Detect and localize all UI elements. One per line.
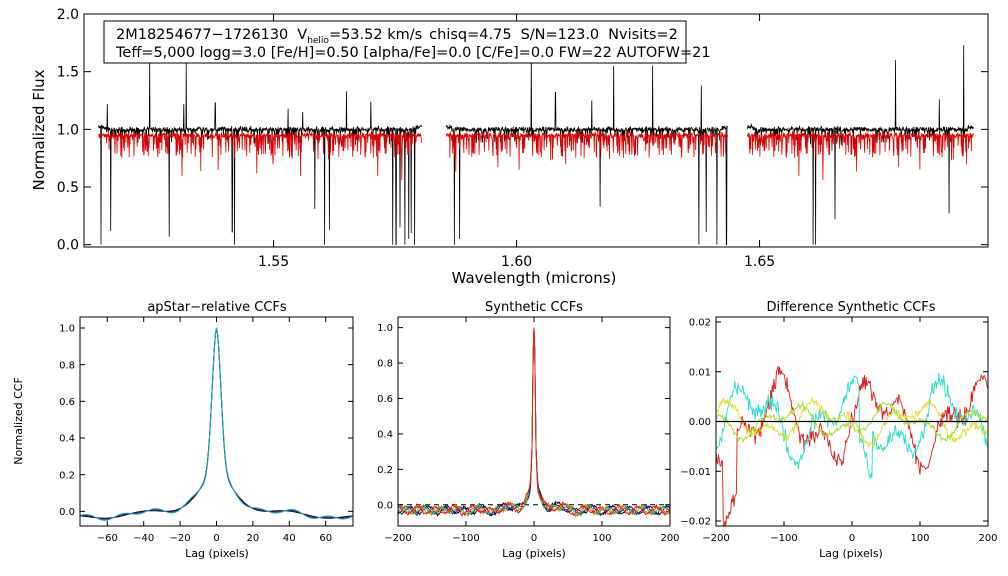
ccf1-xtick-label: 0 [213, 533, 219, 544]
spectrum-ytick-label: 0.5 [57, 180, 79, 196]
nvisits-value: Nvisits=2 [608, 27, 678, 43]
ccf3-xtick-label: −100 [770, 533, 797, 544]
ccf2-ytick-label: 0.6 [377, 394, 393, 405]
ccf3-ytick-label: 0.02 [689, 318, 711, 329]
ccf2-ytick-label: 0.0 [377, 500, 393, 511]
ccf2-axis-ticks: −200 −100 0 100 200 0.0 0.2 0.4 0.6 0.8 1.0 [377, 317, 680, 544]
spectrum-ytick-label: 1.0 [57, 122, 79, 138]
apstar-ccf-panel: apStar−relative CCFs −60 −40 −20 0 20 40 60 0.0… [12, 300, 354, 560]
vhelio-value: =53.52 km/s [329, 27, 422, 43]
ccf3-ytick-label: 0.01 [689, 367, 711, 378]
info-box-frame [103, 20, 687, 64]
ccf2-line-orange [397, 327, 671, 518]
info-line-1: 2M18254677−1726130 Vhelio=53.52 km/s chisq… [116, 27, 678, 46]
ccf1-xtick-label: −40 [133, 533, 154, 544]
ccf2-ytick-label: 0.2 [377, 465, 393, 476]
ccf2-line-black [397, 327, 671, 517]
spectrum-panel: 1.55 1.60 1.65 0.0 0.5 1.0 1.5 2.0 Wavelength (… [30, 7, 989, 287]
ccf1-xtick-label: 60 [319, 533, 332, 544]
ccf1-xtick-label: 40 [283, 533, 296, 544]
info-box: 2M18254677−1726130 Vhelio=53.52 km/s chisq… [103, 20, 711, 64]
ccf3-xtick-label: 100 [910, 533, 929, 544]
model-flux-line-chip-1 [98, 130, 422, 181]
ccf2-line-blue [398, 327, 671, 517]
snr-value: S/N=123.0 [521, 27, 600, 43]
ccf2-xtick-label: −200 [384, 533, 411, 544]
ccf2-xtick-label: 200 [660, 533, 679, 544]
ccf1-xtick-label: −20 [170, 533, 191, 544]
ccf2-ytick-label: 0.4 [377, 429, 393, 440]
vhelio-subscript: helio [307, 36, 329, 46]
model-flux-line-chip-3 [747, 130, 974, 181]
spectrum-ytick-label: 1.5 [57, 65, 79, 81]
ccf2-xlabel: Lag (pixels) [502, 547, 566, 560]
ccf3-ytick-label: −0.02 [680, 517, 711, 528]
ccf1-line-visit-1 [79, 327, 354, 519]
ccf1-ytick-label: 0.0 [59, 507, 75, 518]
ccf3-line-cyan [715, 372, 989, 479]
ccf1-ytick-label: 1.0 [59, 324, 75, 335]
ccf1-ytick-label: 0.8 [59, 360, 75, 371]
ccf3-title: Difference Synthetic CCFs [766, 300, 935, 315]
model-flux-series [98, 130, 974, 181]
ccf3-series-group [715, 366, 989, 527]
ccf2-xtick-label: 0 [531, 533, 537, 544]
spectrum-xtick-label: 1.65 [744, 254, 775, 270]
spectrum-plot-frame [83, 13, 989, 248]
ccf3-xtick-label: 0 [849, 533, 855, 544]
vhelio-prefix: V [297, 27, 307, 43]
ccf2-line-red [397, 327, 671, 517]
ccf2-title: Synthetic CCFs [485, 300, 583, 315]
ccf1-series-group [79, 327, 354, 521]
ccf2-ytick-label: 1.0 [377, 323, 393, 334]
ccf3-ytick-label: 0.00 [689, 417, 711, 428]
ccf2-line-green [397, 327, 671, 517]
ccf1-axis-ticks: −60 −40 −20 0 20 40 60 0.0 0.2 0.4 0.6 0.8 1.0 [59, 317, 353, 544]
ccf2-xtick-label: −100 [452, 533, 479, 544]
spectrum-xtick-label: 1.60 [501, 254, 532, 270]
synthetic-ccf-panel: Synthetic CCFs −200 −100 0 100 200 0.0 0.2 0.4 0… [377, 300, 679, 560]
ccf3-xtick-label: −200 [702, 533, 729, 544]
spectrum-ylabel: Normalized Flux [30, 69, 48, 190]
ccf3-ytick-label: −0.01 [680, 467, 711, 478]
ccf2-series-group [397, 327, 671, 518]
ccf3-line-lime [715, 400, 989, 443]
ccf2-ytick-label: 0.8 [377, 359, 393, 370]
ccf1-line-combined [79, 327, 354, 521]
ccf1-xtick-label: −60 [97, 533, 118, 544]
model-flux-line-chip-2 [445, 130, 729, 172]
ccf3-axis-ticks: −200 −100 0 100 200 −0.02 −0.01 0.00 0.01 0.02 [680, 317, 998, 544]
ccf1-ylabel: Normalized CCF [12, 377, 25, 465]
spectrum-axis-ticks: 1.55 1.60 1.65 0.0 0.5 1.0 1.5 2.0 [57, 7, 988, 270]
ccf1-ytick-label: 0.2 [59, 470, 75, 481]
spectrum-ytick-label: 0.0 [57, 238, 79, 254]
ccf1-xtick-label: 20 [247, 533, 260, 544]
ccf3-xtick-label: 200 [978, 533, 997, 544]
spectrum-ytick-label: 2.0 [57, 7, 79, 23]
ccf1-title: apStar−relative CCFs [147, 300, 287, 315]
ccf2-plot-frame [397, 316, 671, 527]
star-id: 2M18254677−1726130 [116, 27, 288, 43]
ccf1-plot-frame [79, 316, 354, 527]
spectrum-xtick-label: 1.55 [258, 254, 289, 270]
observed-flux-line-chip-2 [445, 54, 729, 246]
ccf1-ytick-label: 0.6 [59, 397, 75, 408]
spectrum-xlabel: Wavelength (microns) [452, 269, 617, 287]
info-line-2: Teff=5,000 logg=3.0 [Fe/H]=0.50 [alpha/F… [115, 45, 711, 61]
ccf3-xlabel: Lag (pixels) [819, 547, 883, 560]
ccf1-line-visit-2 [79, 327, 354, 520]
ccf2-xtick-label: 100 [592, 533, 611, 544]
difference-ccf-panel: Difference Synthetic CCFs −200 −100 0 100 20… [680, 300, 997, 560]
ccf1-ytick-label: 0.4 [59, 434, 75, 445]
ccf1-xlabel: Lag (pixels) [185, 547, 249, 560]
chisq-value: chisq=4.75 [429, 27, 511, 43]
